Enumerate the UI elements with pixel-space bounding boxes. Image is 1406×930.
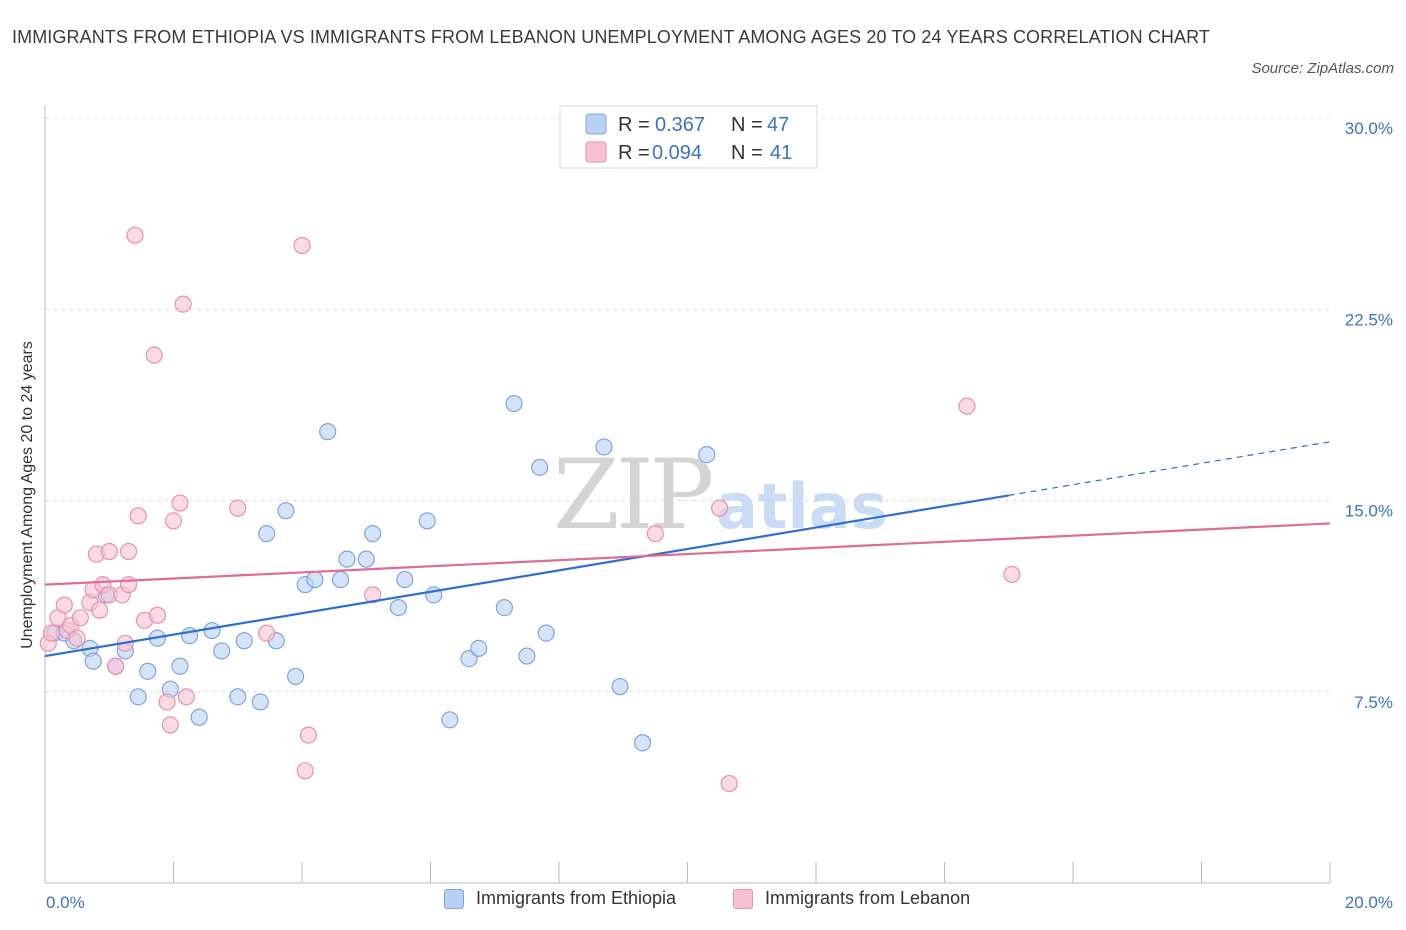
ethiopia-point-19 [251, 693, 269, 711]
ethiopia-point-4 [84, 652, 102, 670]
lebanon-point-21 [129, 507, 147, 525]
lebanon-point-23 [145, 346, 163, 364]
legend-label-lebanon: Immigrants from Lebanon [765, 888, 971, 908]
legend-n-label-lebanon: N = [731, 142, 763, 164]
lebanon-point-19 [119, 542, 138, 561]
ethiopia-point-12 [171, 657, 189, 675]
legend-series: Immigrants from Ethiopia Immigrants from… [0, 888, 1406, 918]
lebanon-point-39 [720, 774, 738, 793]
lebanon-point-33 [293, 236, 311, 255]
lebanon-point-11 [91, 601, 109, 619]
ethiopia-point-22 [277, 502, 295, 520]
trend-lines [44, 441, 1331, 658]
ethiopia-point-25 [306, 570, 324, 589]
lebanon-point-31 [229, 499, 247, 517]
trend-line-ethiopia [44, 494, 1009, 658]
lebanon-point-32 [258, 624, 276, 642]
lebanon-point-27 [164, 512, 183, 530]
lebanon-point-37 [646, 525, 664, 543]
legend-swatch-lebanon [585, 141, 607, 163]
lebanon-point-20 [126, 226, 144, 244]
lebanon-point-14 [100, 542, 118, 561]
lebanon-point-3 [55, 596, 73, 614]
lebanon-point-7 [71, 609, 89, 627]
lebanon-point-34 [296, 762, 314, 780]
ethiopia-point-44 [611, 678, 629, 696]
ethiopia-point-27 [331, 570, 350, 589]
ethiopia-point-26 [319, 423, 337, 441]
ethiopia-point-30 [364, 525, 382, 543]
ethiopia-point-37 [470, 639, 488, 658]
tick-labels: 7.5% 15.0% 22.5% 30.0% 0.0% 20.0% [46, 119, 1393, 912]
trend-line-ethiopia-extension [1008, 441, 1331, 496]
ethiopia-point-31 [389, 598, 407, 617]
legend-stats: R = 0.367 N = 47 R = 0.094 N = 41 [559, 105, 818, 169]
legend-r-value-ethiopia: 0.367 [655, 114, 705, 136]
ethiopia-point-18 [235, 632, 253, 650]
watermark-atlas: atlas [716, 470, 887, 543]
legend-r-label-ethiopia: R = [618, 114, 650, 136]
chart-title: IMMIGRANTS FROM ETHIOPIA VS IMMIGRANTS F… [12, 27, 1211, 47]
ethiopia-point-23 [286, 667, 305, 686]
x-tick-label-min: 0.0% [46, 893, 85, 912]
y-tick-label-0: 7.5% [1354, 693, 1393, 712]
lebanon-point-30 [177, 688, 195, 706]
legend-item-ethiopia[interactable]: Immigrants from Ethiopia [444, 888, 676, 909]
lebanon-point-15 [107, 657, 125, 675]
legend-label-ethiopia: Immigrants from Ethiopia [476, 888, 677, 908]
ethiopia-point-43 [595, 438, 613, 456]
ethiopia-point-42 [537, 624, 555, 642]
ethiopia-point-32 [396, 570, 414, 589]
ethiopia-point-20 [258, 525, 276, 543]
lebanon-point-38 [711, 499, 729, 517]
legend-swatch-ethiopia-bottom [444, 888, 464, 909]
axes [44, 105, 1331, 884]
ethiopia-point-29 [357, 550, 375, 568]
ethiopia-point-40 [518, 647, 536, 665]
legend-n-value-lebanon: 41 [770, 142, 792, 164]
ethiopia-point-46 [698, 446, 716, 464]
lebanon-point-29 [174, 295, 192, 313]
legend-swatch-lebanon-bottom [733, 888, 753, 909]
ethiopia-point-45 [633, 734, 652, 752]
ethiopia-point-15 [203, 621, 221, 640]
x-tick-label-max: 20.0% [1345, 893, 1393, 912]
y-tick-label-1: 15.0% [1345, 502, 1393, 521]
y-tick-label-3: 30.0% [1345, 119, 1393, 138]
ethiopia-point-8 [129, 688, 147, 706]
lebanon-point-6 [68, 629, 86, 647]
source-label: Source: ZipAtlas.com [1251, 60, 1394, 77]
trend-line-lebanon [44, 522, 1331, 586]
legend-swatch-ethiopia [585, 113, 607, 135]
watermark-zip: ZIP [553, 439, 712, 551]
lebanon-point-25 [158, 693, 176, 711]
ethiopia-point-17 [229, 688, 247, 706]
ethiopia-point-35 [441, 711, 459, 729]
legend-n-label-ethiopia: N = [731, 114, 763, 136]
ethiopia-point-39 [505, 395, 523, 413]
lebanon-point-18 [119, 576, 138, 594]
lebanon-point-36 [364, 586, 382, 604]
legend-r-label-lebanon: R = [618, 142, 650, 164]
legend-item-lebanon[interactable]: Immigrants from Lebanon [733, 888, 970, 909]
legend-n-value-ethiopia: 47 [767, 114, 789, 136]
lebanon-point-35 [299, 726, 318, 744]
ethiopia-point-38 [495, 598, 513, 617]
ethiopia-point-16 [213, 642, 231, 660]
ethiopia-point-33 [418, 512, 436, 530]
lebanon-point-40 [958, 397, 976, 415]
ethiopia-point-41 [531, 458, 549, 476]
lebanon-point-28 [171, 494, 189, 512]
lebanon-point-24 [148, 606, 167, 624]
ethiopia-point-14 [190, 708, 208, 726]
lebanon-point-41 [1003, 565, 1021, 584]
lebanon-point-1 [42, 624, 61, 642]
ethiopia-point-9 [139, 662, 157, 680]
legend-r-value-lebanon: 0.094 [652, 142, 702, 164]
lebanon-point-26 [161, 716, 179, 734]
y-tick-label-2: 22.5% [1345, 310, 1393, 329]
ethiopia-point-28 [338, 550, 356, 568]
gridlines [45, 117, 1330, 693]
